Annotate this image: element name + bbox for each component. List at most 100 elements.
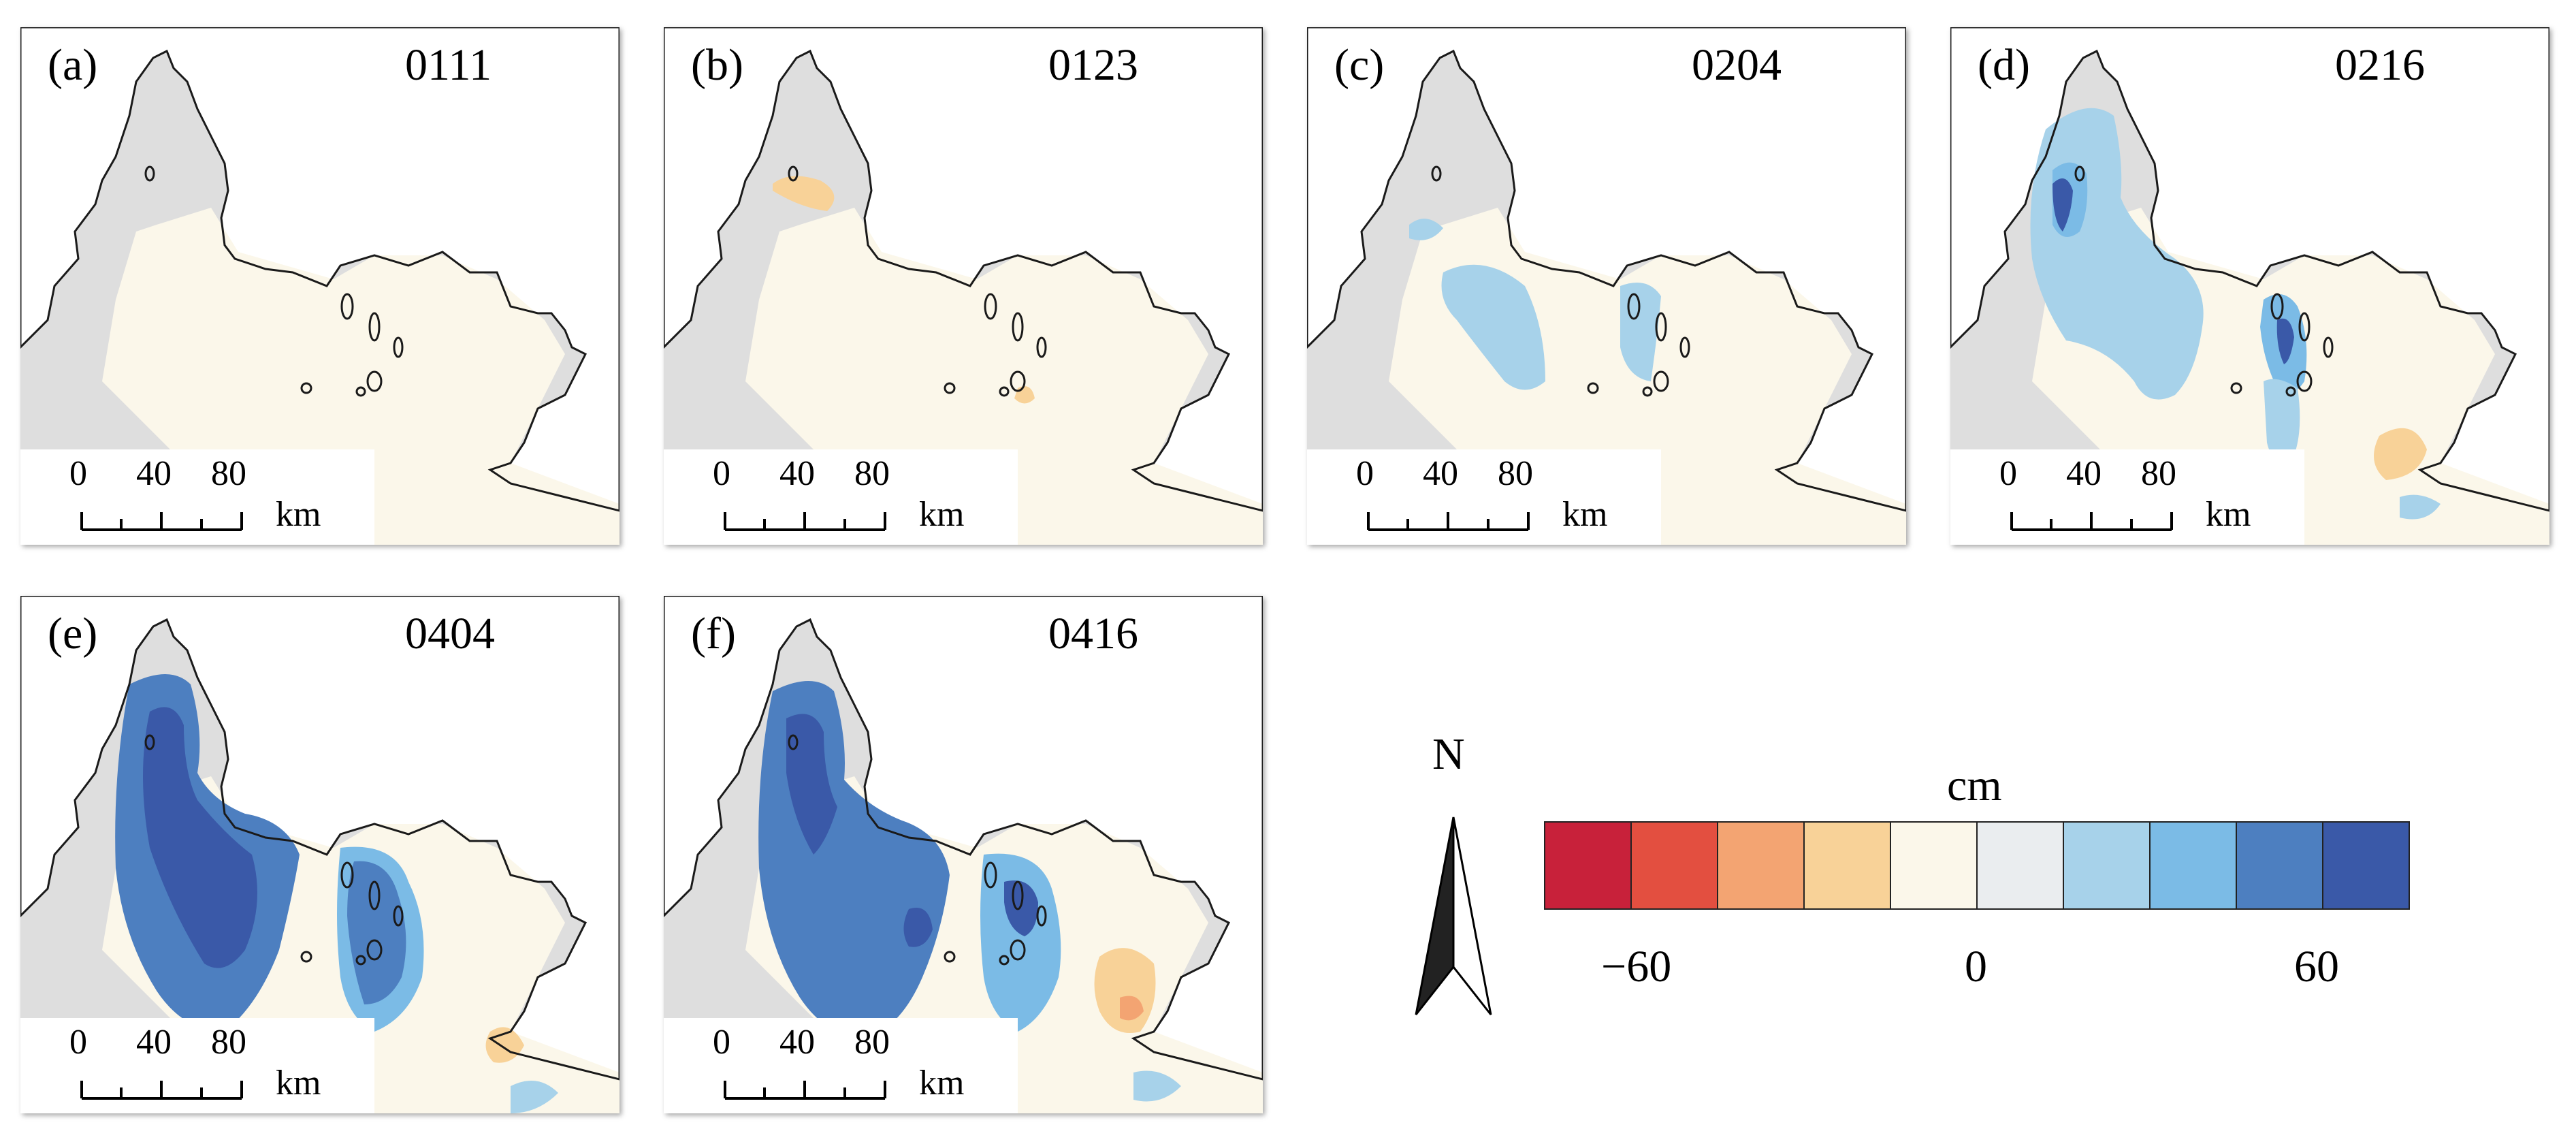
scale-bar: 0 40 80 km xyxy=(664,1018,1018,1113)
scale-bar: 0 40 80 km xyxy=(1307,449,1661,545)
legend-swatch xyxy=(2063,821,2151,910)
anomaly-zone xyxy=(143,707,257,968)
scale-bar-graphic xyxy=(20,1018,374,1113)
island xyxy=(1655,312,1667,342)
map-panel-e: (e) 0404 0 40 80 km xyxy=(20,596,619,1113)
map-panel-c: (c) 0204 0 40 80 km xyxy=(1307,27,1906,545)
scale-tick-label: 40 xyxy=(136,1023,172,1062)
island xyxy=(1010,939,1026,961)
legend-tick-label: 60 xyxy=(2294,942,2339,991)
scale-tick-label: 0 xyxy=(713,1023,730,1062)
legend-colorbar xyxy=(1544,821,2410,910)
anomaly-zone xyxy=(980,853,1061,1032)
legend-swatch xyxy=(1803,821,1891,910)
scale-tick-label: 40 xyxy=(1423,454,1458,493)
scale-tick-label: 0 xyxy=(69,454,87,493)
island xyxy=(355,955,366,966)
island xyxy=(300,951,312,963)
island xyxy=(366,939,383,961)
island xyxy=(1653,370,1669,392)
land-area xyxy=(20,596,619,1079)
island xyxy=(1587,382,1599,394)
island xyxy=(2323,336,2334,358)
anomaly-zone xyxy=(773,176,835,211)
scale-unit: km xyxy=(276,1064,321,1102)
scale-bar-graphic xyxy=(1950,449,2304,545)
panel-date: 0123 xyxy=(1048,40,1138,90)
scale-tick-label: 80 xyxy=(211,1023,246,1062)
anomaly-zone xyxy=(347,861,406,1004)
anomaly-zone xyxy=(2400,494,2441,520)
legend-swatch xyxy=(1890,821,1978,910)
scale-bar-graphic xyxy=(664,1018,1018,1113)
legend-swatch xyxy=(1630,821,1718,910)
anomaly-zone xyxy=(786,714,837,855)
island xyxy=(1010,370,1026,392)
scale-tick-label: 40 xyxy=(136,454,172,493)
island xyxy=(2296,370,2313,392)
scale-tick-label: 0 xyxy=(1356,454,1374,493)
anomaly-zone xyxy=(2264,379,2300,464)
scale-unit: km xyxy=(919,1064,965,1102)
scale-unit: km xyxy=(2206,495,2251,534)
map-panel-a: (a) 0111 0 40 80 km xyxy=(20,27,619,545)
scale-tick-label: 80 xyxy=(854,1023,890,1062)
island xyxy=(984,293,997,320)
island xyxy=(944,382,956,394)
legend-swatch xyxy=(2322,821,2410,910)
island xyxy=(144,734,155,750)
scale-bar-graphic xyxy=(664,449,1018,545)
anomaly-zone xyxy=(1133,1070,1181,1102)
anomaly-zone xyxy=(1441,264,1545,390)
island xyxy=(366,370,383,392)
panel-label: (d) xyxy=(1978,40,2030,90)
scale-unit: km xyxy=(919,495,965,534)
coastline xyxy=(664,596,1263,1081)
land-area xyxy=(1950,27,2549,511)
coastline xyxy=(664,27,1263,512)
land-area xyxy=(664,27,1263,511)
island xyxy=(393,336,404,358)
island xyxy=(1679,336,1690,358)
panel-date: 0111 xyxy=(405,40,492,90)
north-arrow: N xyxy=(1402,729,1504,1028)
north-letter: N xyxy=(1432,729,1465,779)
anomaly-zone xyxy=(903,908,933,947)
island xyxy=(300,382,312,394)
island xyxy=(2230,382,2242,394)
panel-label: (b) xyxy=(691,40,743,90)
island xyxy=(1036,336,1047,358)
land-area xyxy=(664,596,1263,1079)
panel-date: 0204 xyxy=(1692,40,1782,90)
island xyxy=(2270,293,2284,320)
panel-label: (c) xyxy=(1334,40,1385,90)
coastline xyxy=(1950,27,2549,512)
scale-tick-label: 0 xyxy=(69,1023,87,1062)
island xyxy=(368,880,381,910)
scale-tick-label: 0 xyxy=(1999,454,2017,493)
panel-label: (a) xyxy=(48,40,98,90)
island xyxy=(144,165,155,182)
island xyxy=(944,951,956,963)
panel-date: 0404 xyxy=(405,609,495,658)
island xyxy=(2074,165,2085,182)
island xyxy=(999,386,1010,397)
anomaly-zone xyxy=(2276,318,2294,364)
scale-bar: 0 40 80 km xyxy=(20,449,374,545)
map-panel-f: (f) 0416 0 40 80 km xyxy=(664,596,1263,1113)
island xyxy=(2298,312,2311,342)
island xyxy=(340,293,354,320)
map-panel-b: (b) 0123 0 40 80 km xyxy=(664,27,1263,545)
land-area xyxy=(20,27,619,511)
island xyxy=(1627,293,1641,320)
scale-tick-label: 0 xyxy=(713,454,730,493)
scale-tick-label: 80 xyxy=(1498,454,1533,493)
scale-unit: km xyxy=(276,495,321,534)
anomaly-zone xyxy=(1620,283,1661,381)
scale-bar: 0 40 80 km xyxy=(1950,449,2304,545)
scale-tick-label: 40 xyxy=(779,1023,815,1062)
island xyxy=(788,734,799,750)
island xyxy=(999,955,1010,966)
north-arrow-icon xyxy=(1415,816,1492,1015)
anomaly-zone xyxy=(1409,219,1443,240)
